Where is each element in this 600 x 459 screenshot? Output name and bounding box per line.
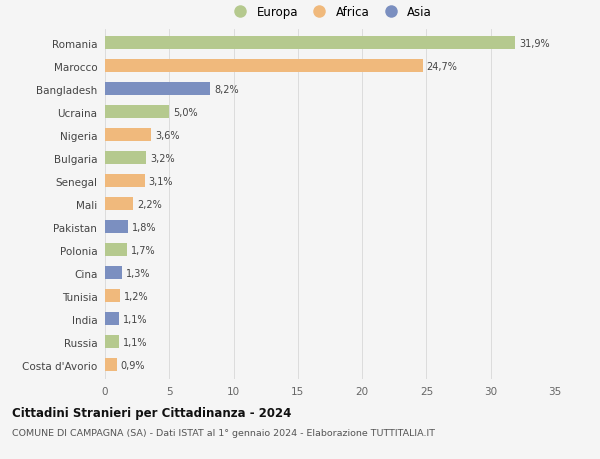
Text: COMUNE DI CAMPAGNA (SA) - Dati ISTAT al 1° gennaio 2024 - Elaborazione TUTTITALI: COMUNE DI CAMPAGNA (SA) - Dati ISTAT al … bbox=[12, 428, 435, 437]
Bar bbox=[105, 83, 211, 96]
Bar bbox=[105, 175, 145, 188]
Bar bbox=[105, 313, 119, 325]
Text: 2,2%: 2,2% bbox=[137, 199, 162, 209]
Text: 5,0%: 5,0% bbox=[173, 107, 198, 118]
Text: 1,3%: 1,3% bbox=[125, 268, 150, 278]
Text: 1,1%: 1,1% bbox=[123, 314, 148, 324]
Text: 8,2%: 8,2% bbox=[214, 84, 239, 95]
Bar bbox=[105, 290, 121, 302]
Text: Cittadini Stranieri per Cittadinanza - 2024: Cittadini Stranieri per Cittadinanza - 2… bbox=[12, 406, 292, 419]
Bar bbox=[105, 336, 119, 348]
Text: 0,9%: 0,9% bbox=[121, 360, 145, 370]
Bar bbox=[105, 37, 515, 50]
Text: 31,9%: 31,9% bbox=[519, 39, 550, 49]
Text: 3,2%: 3,2% bbox=[150, 153, 175, 163]
Bar bbox=[105, 152, 146, 165]
Text: 1,7%: 1,7% bbox=[131, 245, 155, 255]
Text: 1,2%: 1,2% bbox=[124, 291, 149, 301]
Text: 24,7%: 24,7% bbox=[427, 62, 457, 72]
Bar bbox=[105, 60, 422, 73]
Bar bbox=[105, 221, 128, 234]
Text: 1,1%: 1,1% bbox=[123, 337, 148, 347]
Bar bbox=[105, 358, 116, 371]
Text: 3,6%: 3,6% bbox=[155, 130, 179, 140]
Legend: Europa, Africa, Asia: Europa, Africa, Asia bbox=[228, 6, 432, 19]
Bar bbox=[105, 106, 169, 119]
Bar bbox=[105, 267, 122, 280]
Text: 1,8%: 1,8% bbox=[132, 222, 157, 232]
Bar bbox=[105, 129, 151, 142]
Bar bbox=[105, 244, 127, 257]
Text: 3,1%: 3,1% bbox=[149, 176, 173, 186]
Bar bbox=[105, 198, 133, 211]
